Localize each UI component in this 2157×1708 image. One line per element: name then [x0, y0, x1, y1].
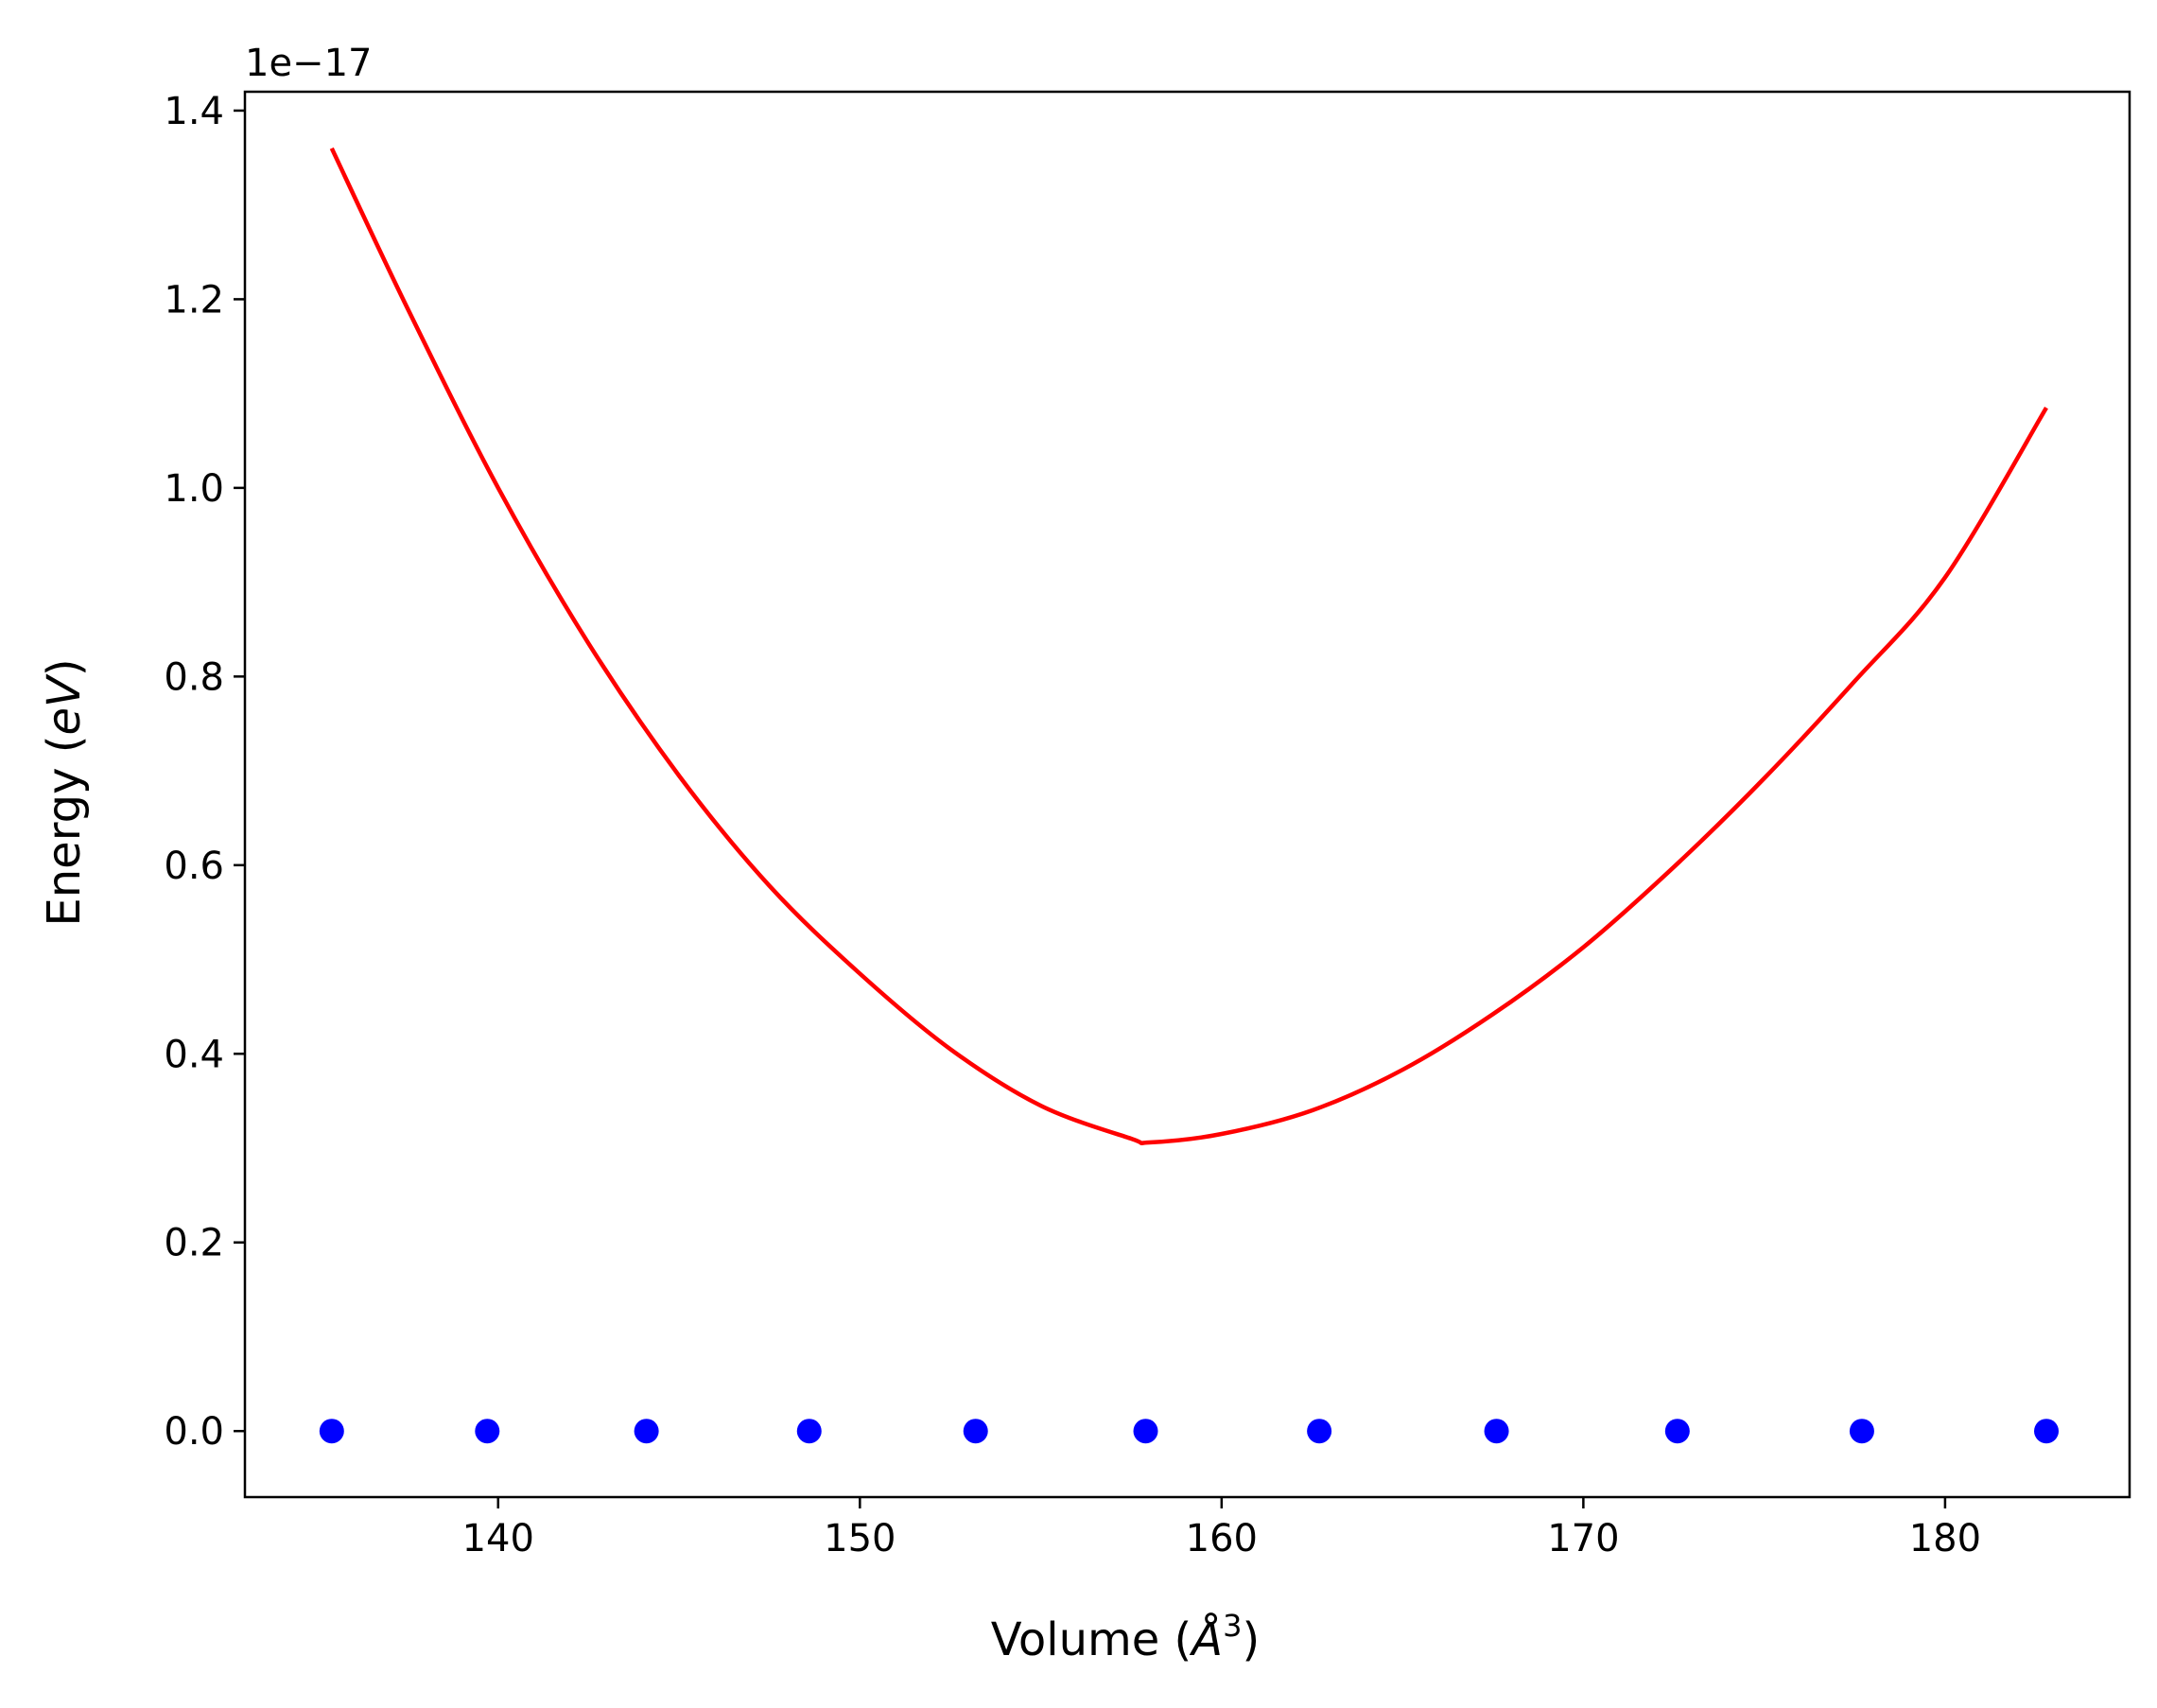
- y-axis-title-italic: eV: [38, 673, 91, 736]
- data-point: [475, 1419, 500, 1444]
- data-point: [1664, 1419, 1690, 1444]
- x-tick-label: 170: [1547, 1517, 1619, 1560]
- x-tick-label: 160: [1186, 1517, 1258, 1560]
- y-tick-label: 1.4: [164, 90, 224, 133]
- x-axis-title: Volume (Å3): [991, 1608, 1260, 1666]
- data-point: [796, 1419, 822, 1444]
- data-point: [963, 1419, 988, 1444]
- x-axis-title-suffix: ): [1242, 1613, 1260, 1666]
- plot-frame: [243, 90, 2131, 1499]
- x-tick-label: 150: [824, 1517, 896, 1560]
- data-point: [2034, 1419, 2060, 1444]
- y-axis: 0.0 0.2 0.4 0.6 0.8 1.0 1.2 1.4: [164, 90, 245, 1454]
- x-axis-title-exponent: 3: [1223, 1608, 1242, 1644]
- data-point: [1307, 1419, 1332, 1444]
- y-tick-label: 1.0: [164, 467, 224, 511]
- data-point: [1133, 1419, 1158, 1444]
- y-tick-label: 0.0: [164, 1410, 224, 1454]
- y-axis-title: Energy (eV): [38, 658, 91, 926]
- y-axis-offset-text: 1e−17: [245, 42, 372, 85]
- data-point: [634, 1419, 659, 1444]
- fit-curve-line: [329, 147, 2048, 1146]
- y-axis-title-suffix: ): [38, 658, 91, 676]
- data-point: [1484, 1419, 1509, 1444]
- y-tick-label: 0.2: [164, 1222, 224, 1265]
- y-axis-title-prefix: Energy (: [38, 736, 91, 927]
- x-tick-label: 140: [462, 1517, 534, 1560]
- data-point: [319, 1419, 344, 1444]
- x-tick-label: 180: [1909, 1517, 1981, 1560]
- y-tick-label: 0.6: [164, 845, 224, 888]
- x-axis: 140 150 160 170 180: [462, 1497, 1981, 1560]
- data-point: [1849, 1419, 1874, 1444]
- x-axis-title-symbol: Å: [1189, 1612, 1223, 1666]
- y-tick-label: 0.4: [164, 1033, 224, 1076]
- series-layer: [319, 147, 2060, 1444]
- y-tick-label: 0.8: [164, 655, 224, 699]
- x-axis-title-prefix: Volume (: [991, 1613, 1192, 1666]
- y-tick-label: 1.2: [164, 278, 224, 322]
